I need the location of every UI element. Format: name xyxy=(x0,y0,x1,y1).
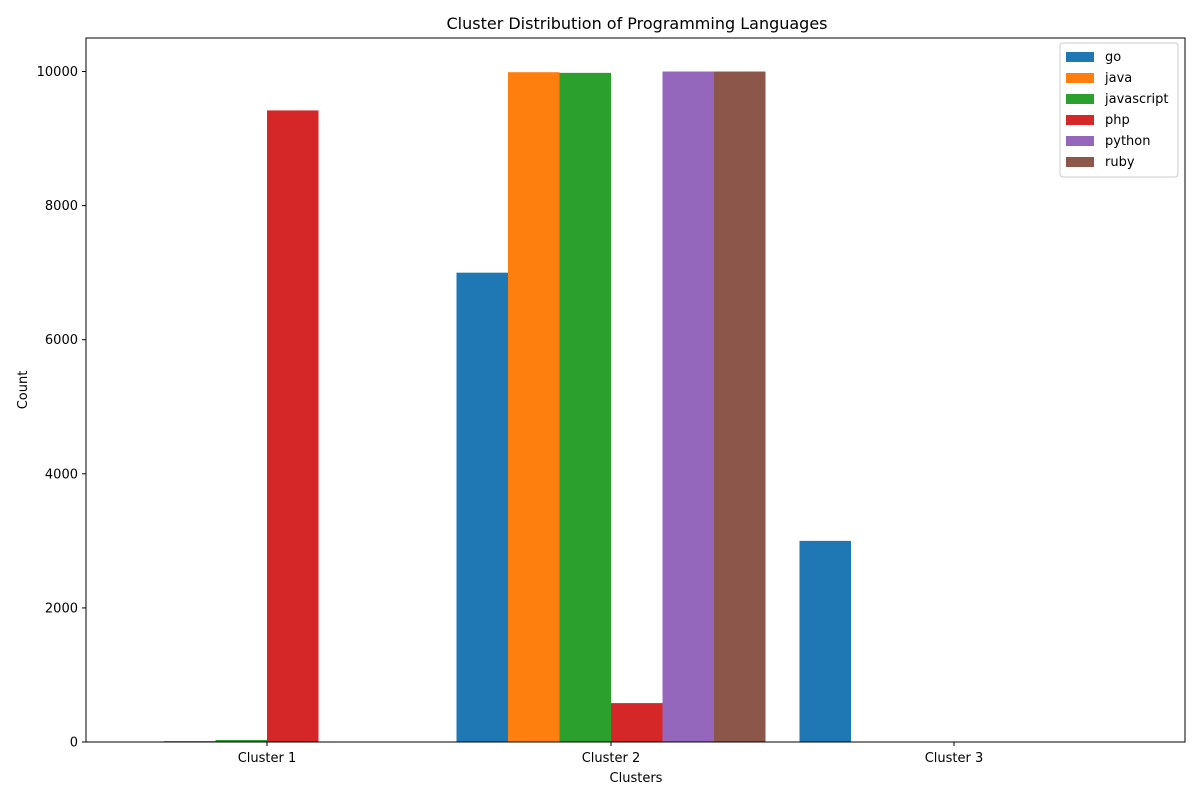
legend-swatch-javascript xyxy=(1066,94,1094,104)
legend-label-ruby: ruby xyxy=(1105,155,1135,170)
legend-label-java: java xyxy=(1104,71,1132,86)
y-tick-label: 4000 xyxy=(45,467,78,482)
bar-php-cluster-2 xyxy=(611,703,663,742)
y-axis-label: Count xyxy=(16,371,31,410)
legend-label-python: python xyxy=(1105,134,1150,149)
y-tick-label: 6000 xyxy=(45,333,78,348)
bar-python-cluster-2 xyxy=(662,71,714,742)
legend-swatch-go xyxy=(1066,52,1094,62)
y-tick-label: 0 xyxy=(70,736,78,751)
y-tick-label: 10000 xyxy=(37,65,78,80)
chart-title: Cluster Distribution of Programming Lang… xyxy=(446,14,827,33)
bar-javascript-cluster-2 xyxy=(559,72,611,743)
legend-swatch-java xyxy=(1066,73,1094,83)
y-tick-label: 2000 xyxy=(45,601,78,616)
legend-label-go: go xyxy=(1105,50,1121,65)
bar-go-cluster-3 xyxy=(799,540,851,742)
legend-swatch-python xyxy=(1066,136,1094,146)
y-axis: 0 2000 4000 6000 8000 10000 xyxy=(37,65,86,751)
legend-swatch-php xyxy=(1066,115,1094,125)
plot-frame xyxy=(85,37,1186,743)
bar-java-cluster-1 xyxy=(164,740,216,742)
bar-go-cluster-2 xyxy=(456,272,508,742)
bars-group xyxy=(164,71,851,743)
y-tick-label: 8000 xyxy=(45,199,78,214)
x-tick-label: Cluster 2 xyxy=(582,751,641,766)
legend-label-php: php xyxy=(1105,113,1130,128)
bar-java-cluster-2 xyxy=(508,72,560,742)
bar-ruby-cluster-2 xyxy=(714,71,766,742)
x-axis: Cluster 1 Cluster 2 Cluster 3 xyxy=(238,742,984,766)
x-axis-label: Clusters xyxy=(610,771,663,786)
x-tick-label: Cluster 3 xyxy=(925,751,984,766)
bar-php-cluster-1 xyxy=(267,110,319,742)
legend-label-javascript: javascript xyxy=(1104,92,1168,107)
legend-swatch-ruby xyxy=(1066,157,1094,167)
bar-javascript-cluster-1 xyxy=(215,739,267,742)
legend: go java javascript php python ruby xyxy=(1059,42,1179,178)
x-tick-label: Cluster 1 xyxy=(238,751,297,766)
